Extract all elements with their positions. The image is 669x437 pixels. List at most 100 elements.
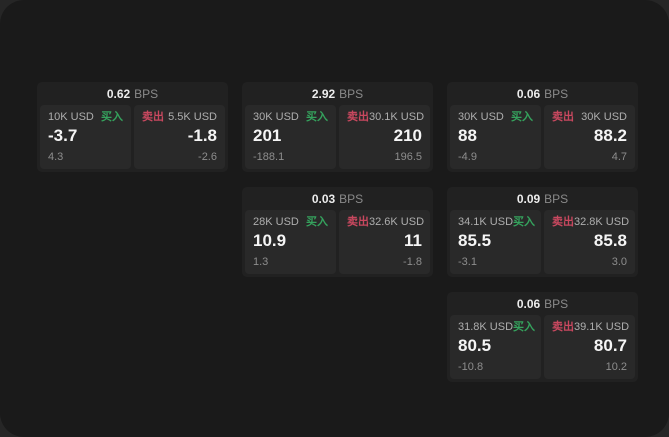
sell-tile[interactable]: 卖出 5.5K USD -1.8 -2.6 xyxy=(134,105,225,169)
sell-size-label: 30.1K USD xyxy=(369,111,425,123)
sell-side-label: 卖出 xyxy=(552,321,574,333)
buy-price: 85.5 xyxy=(458,231,492,250)
spread-unit-label: BPS xyxy=(339,86,364,101)
buy-tile[interactable]: 31.8K USD 买入 80.5 -10.8 xyxy=(450,315,541,379)
quote-card-body: 30K USD 买入 88 -4.9 卖出 30K USD 88.2 4.7 xyxy=(447,105,638,172)
spread-unit-label: BPS xyxy=(544,296,569,311)
buy-tile-header: 30K USD 买入 xyxy=(458,111,533,124)
quote-card-body: 31.8K USD 买入 80.5 -10.8 卖出 39.1K USD 80.… xyxy=(447,315,638,382)
buy-size-label: 34.1K USD xyxy=(458,216,514,228)
sell-sub-value: -2.6 xyxy=(198,151,217,163)
buy-tile-header: 31.8K USD 买入 xyxy=(458,321,536,334)
sell-sub-value: -1.8 xyxy=(403,256,422,268)
spread-header: 0.06 BPS xyxy=(447,292,638,315)
buy-tile-header: 10K USD 买入 xyxy=(48,111,123,124)
buy-price: 10.9 xyxy=(253,231,287,250)
buy-tile-header: 30K USD 买入 xyxy=(253,111,328,124)
sell-sub-value: 4.7 xyxy=(611,151,627,163)
spread-value: 0.03 xyxy=(311,191,336,206)
buy-tile[interactable]: 30K USD 买入 201 -188.1 xyxy=(245,105,336,169)
sell-size-label: 5.5K USD xyxy=(168,111,217,123)
sell-tile[interactable]: 卖出 39.1K USD 80.7 10.2 xyxy=(544,315,635,379)
spread-unit-label: BPS xyxy=(339,191,364,206)
sell-tile-header: 卖出 30K USD xyxy=(552,111,627,124)
buy-tile-header: 34.1K USD 买入 xyxy=(458,216,536,229)
spread-header: 2.92 BPS xyxy=(242,82,433,105)
sell-side-label: 卖出 xyxy=(552,216,574,228)
buy-sub-value: 1.3 xyxy=(253,256,269,268)
buy-sub-value: -188.1 xyxy=(253,151,285,163)
buy-sub-value: -10.8 xyxy=(458,361,484,373)
buy-price: -3.7 xyxy=(48,126,78,145)
quote-card-5: 0.09 BPS 34.1K USD 买入 85.5 -3.1 卖出 32.8K… xyxy=(447,187,638,277)
spread-unit-label: BPS xyxy=(544,191,569,206)
quote-card-1: 0.62 BPS 10K USD 买入 -3.7 4.3 卖出 5.5K USD xyxy=(37,82,228,172)
quote-card-2: 2.92 BPS 30K USD 买入 201 -188.1 卖出 30.1K … xyxy=(242,82,433,172)
buy-tile[interactable]: 30K USD 买入 88 -4.9 xyxy=(450,105,541,169)
buy-price: 80.5 xyxy=(458,336,492,355)
sell-side-label: 卖出 xyxy=(552,111,574,123)
sell-tile-header: 卖出 32.6K USD xyxy=(347,216,424,229)
quote-card-3: 0.06 BPS 30K USD 买入 88 -4.9 卖出 30K USD xyxy=(447,82,638,172)
sell-side-label: 卖出 xyxy=(347,111,369,123)
quote-card-body: 28K USD 买入 10.9 1.3 卖出 32.6K USD 11 -1.8 xyxy=(242,210,433,277)
spread-header: 0.06 BPS xyxy=(447,82,638,105)
sell-tile[interactable]: 卖出 30.1K USD 210 196.5 xyxy=(339,105,430,169)
sell-price: 80.7 xyxy=(593,336,627,355)
sell-sub-value: 3.0 xyxy=(611,256,627,268)
sell-tile[interactable]: 卖出 30K USD 88.2 4.7 xyxy=(544,105,635,169)
spread-value: 0.06 xyxy=(516,86,541,101)
spread-header: 0.03 BPS xyxy=(242,187,433,210)
sell-sub-value: 10.2 xyxy=(605,361,627,373)
spread-value: 2.92 xyxy=(311,86,336,101)
quote-card-body: 30K USD 买入 201 -188.1 卖出 30.1K USD 210 1… xyxy=(242,105,433,172)
spread-unit-label: BPS xyxy=(544,86,569,101)
sell-price: 210 xyxy=(393,126,422,145)
sell-price: 85.8 xyxy=(593,231,627,250)
buy-size-label: 28K USD xyxy=(253,216,299,228)
buy-price: 201 xyxy=(253,126,282,145)
sell-price: 88.2 xyxy=(593,126,627,145)
buy-size-label: 31.8K USD xyxy=(458,321,514,333)
quote-card-4: 0.03 BPS 28K USD 买入 10.9 1.3 卖出 32.6K US… xyxy=(242,187,433,277)
sell-price: 11 xyxy=(404,231,422,250)
buy-price: 88 xyxy=(458,126,477,145)
buy-size-label: 30K USD xyxy=(253,111,299,123)
sell-sub-value: 196.5 xyxy=(394,151,422,163)
buy-tile[interactable]: 34.1K USD 买入 85.5 -3.1 xyxy=(450,210,541,274)
buy-side-label: 买入 xyxy=(513,321,536,333)
sell-tile-header: 卖出 5.5K USD xyxy=(142,111,217,124)
buy-sub-value: -4.9 xyxy=(458,151,477,163)
sell-size-label: 39.1K USD xyxy=(574,321,630,333)
sell-tile-header: 卖出 39.1K USD xyxy=(552,321,630,334)
sell-size-label: 30K USD xyxy=(581,111,627,123)
sell-size-label: 32.8K USD xyxy=(574,216,630,228)
buy-side-label: 买入 xyxy=(306,111,328,123)
spread-value: 0.06 xyxy=(516,296,541,311)
buy-sub-value: -3.1 xyxy=(458,256,477,268)
buy-tile[interactable]: 10K USD 买入 -3.7 4.3 xyxy=(40,105,131,169)
spread-value: 0.62 xyxy=(106,86,131,101)
buy-tile[interactable]: 28K USD 买入 10.9 1.3 xyxy=(245,210,336,274)
spread-header: 0.09 BPS xyxy=(447,187,638,210)
spread-header: 0.62 BPS xyxy=(37,82,228,105)
sell-side-label: 卖出 xyxy=(142,111,164,123)
spread-unit-label: BPS xyxy=(134,86,159,101)
quote-card-body: 34.1K USD 买入 85.5 -3.1 卖出 32.8K USD 85.8… xyxy=(447,210,638,277)
spread-value: 0.09 xyxy=(516,191,541,206)
sell-tile-header: 卖出 30.1K USD xyxy=(347,111,425,124)
buy-sub-value: 4.3 xyxy=(48,151,64,163)
quote-card-6: 0.06 BPS 31.8K USD 买入 80.5 -10.8 卖出 39.1… xyxy=(447,292,638,382)
buy-side-label: 买入 xyxy=(511,111,533,123)
sell-side-label: 卖出 xyxy=(347,216,369,228)
quote-cards-grid: 0.62 BPS 10K USD 买入 -3.7 4.3 卖出 5.5K USD xyxy=(37,82,638,382)
buy-tile-header: 28K USD 买入 xyxy=(253,216,328,229)
buy-size-label: 30K USD xyxy=(458,111,504,123)
sell-tile[interactable]: 卖出 32.8K USD 85.8 3.0 xyxy=(544,210,635,274)
buy-side-label: 买入 xyxy=(513,216,536,228)
sell-tile[interactable]: 卖出 32.6K USD 11 -1.8 xyxy=(339,210,430,274)
quote-card-body: 10K USD 买入 -3.7 4.3 卖出 5.5K USD -1.8 -2.… xyxy=(37,105,228,172)
buy-side-label: 买入 xyxy=(306,216,328,228)
sell-tile-header: 卖出 32.8K USD xyxy=(552,216,630,229)
